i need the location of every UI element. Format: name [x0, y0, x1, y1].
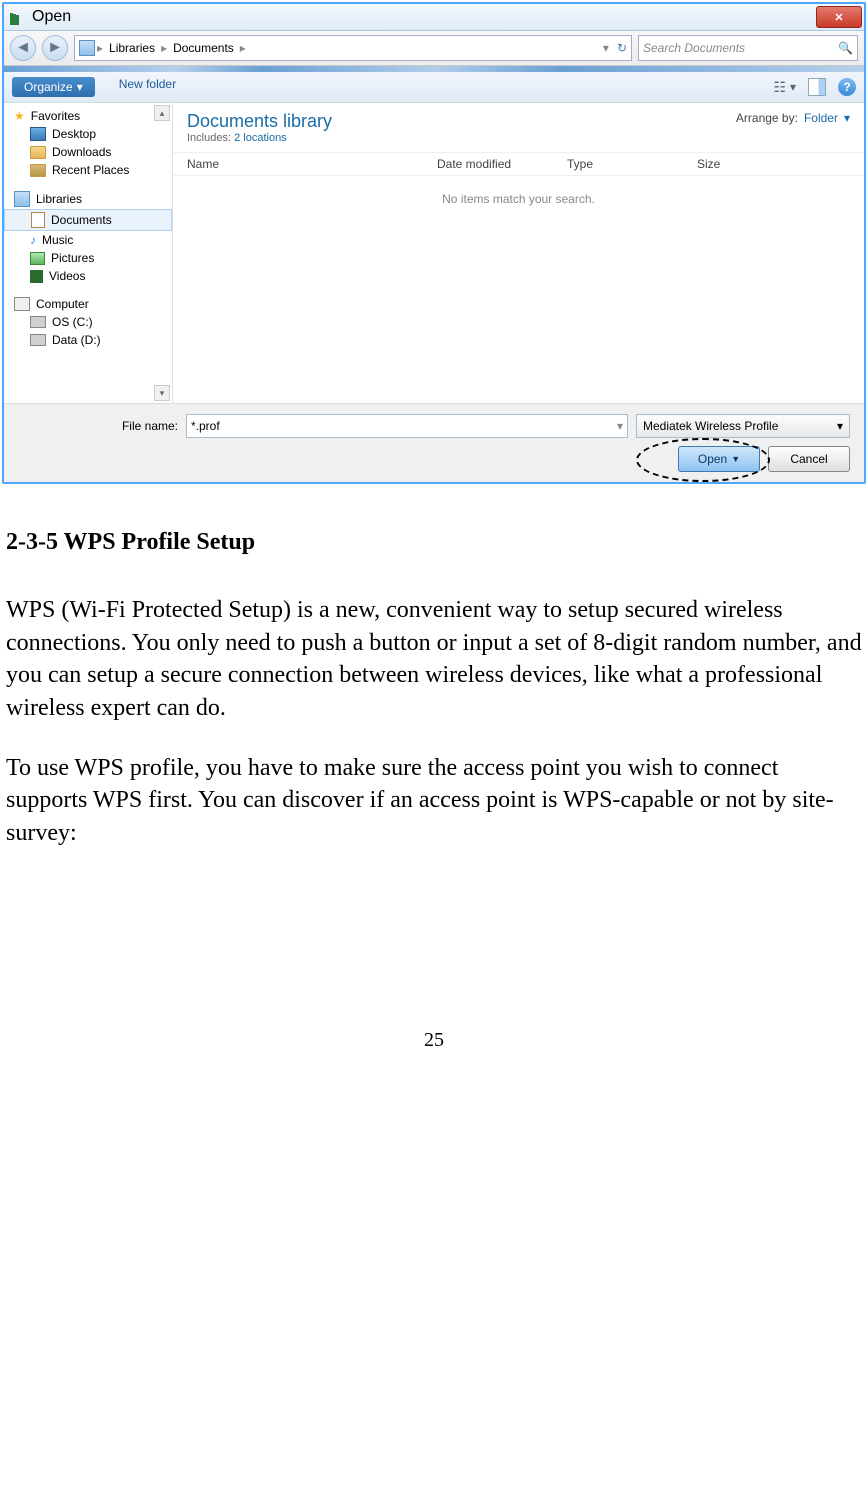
dialog-title: Open: [32, 8, 71, 26]
file-name-label: File name:: [18, 419, 178, 433]
breadcrumb-item[interactable]: Libraries: [105, 39, 159, 57]
help-button[interactable]: ?: [838, 78, 856, 96]
sidebar-item-os-c[interactable]: OS (C:): [4, 313, 172, 331]
organize-button[interactable]: Organize ▾: [12, 77, 95, 97]
paragraph: WPS (Wi-Fi Protected Setup) is a new, co…: [6, 594, 862, 724]
empty-message: No items match your search.: [173, 176, 864, 222]
navbar: ◄ ► ▸ Libraries ▸ Documents ▸ ▾ ↻ Search…: [4, 31, 864, 66]
toolbar: Organize ▾ New folder ☷ ▾ ?: [4, 72, 864, 103]
forward-button[interactable]: ►: [42, 35, 68, 61]
breadcrumb-item[interactable]: Documents: [169, 39, 238, 57]
page-number: 25: [0, 1029, 868, 1052]
paragraph: To use WPS profile, you have to make sur…: [6, 752, 862, 849]
open-button[interactable]: Open ▼: [678, 446, 760, 472]
col-name[interactable]: Name: [187, 157, 437, 171]
section-heading: 2-3-5 WPS Profile Setup: [6, 526, 862, 558]
library-title: Documents library: [187, 111, 332, 132]
refresh-icon[interactable]: ↻: [617, 41, 627, 55]
bottom-panel: File name: *.prof▾ Mediatek Wireless Pro…: [4, 403, 864, 482]
includes-link[interactable]: 2 locations: [234, 132, 287, 144]
col-date[interactable]: Date modified: [437, 157, 567, 171]
sidebar-item-downloads[interactable]: Downloads: [4, 143, 172, 161]
view-button[interactable]: ☷ ▾: [773, 79, 796, 96]
library-includes: Includes: 2 locations: [187, 132, 332, 144]
favorites-header[interactable]: ★Favorites: [4, 107, 172, 125]
app-icon: [10, 9, 26, 25]
breadcrumb[interactable]: ▸ Libraries ▸ Documents ▸ ▾ ↻: [74, 35, 632, 61]
document-body: 2-3-5 WPS Profile Setup WPS (Wi-Fi Prote…: [0, 486, 868, 849]
sidebar-item-videos[interactable]: Videos: [4, 267, 172, 285]
col-type[interactable]: Type: [567, 157, 697, 171]
file-name-input[interactable]: *.prof▾: [186, 414, 628, 438]
col-size[interactable]: Size: [697, 157, 777, 171]
sidebar-item-documents[interactable]: Documents: [4, 209, 172, 231]
arrange-by[interactable]: Arrange by: Folder ▾: [736, 111, 850, 125]
sidebar-item-recent[interactable]: Recent Places: [4, 161, 172, 179]
main-area: Documents library Includes: 2 locations …: [173, 103, 864, 403]
file-type-select[interactable]: Mediatek Wireless Profile▾: [636, 414, 850, 438]
search-input[interactable]: Search Documents 🔍: [638, 35, 858, 61]
open-dialog: Open ✕ ◄ ► ▸ Libraries ▸ Documents ▸ ▾ ↻…: [2, 2, 866, 484]
computer-header[interactable]: Computer: [4, 295, 172, 313]
scroll-down[interactable]: ▾: [154, 385, 170, 401]
sidebar-item-music[interactable]: ♪Music: [4, 231, 172, 249]
column-headers: Name Date modified Type Size: [173, 153, 864, 176]
preview-pane-button[interactable]: [808, 78, 826, 96]
sidebar: ▴ ★Favorites Desktop Downloads Recent Pl…: [4, 103, 173, 403]
sidebar-item-data-d[interactable]: Data (D:): [4, 331, 172, 349]
dropdown-icon[interactable]: ▾: [603, 41, 609, 55]
cancel-button[interactable]: Cancel: [768, 446, 850, 472]
libraries-header[interactable]: Libraries: [4, 189, 172, 209]
back-button[interactable]: ◄: [10, 35, 36, 61]
sidebar-item-pictures[interactable]: Pictures: [4, 249, 172, 267]
titlebar: Open ✕: [4, 4, 864, 31]
scroll-up[interactable]: ▴: [154, 105, 170, 121]
sidebar-item-desktop[interactable]: Desktop: [4, 125, 172, 143]
search-icon: 🔍: [838, 41, 853, 55]
new-folder-button[interactable]: New folder: [119, 77, 176, 97]
library-icon: [79, 40, 95, 56]
close-button[interactable]: ✕: [816, 6, 862, 28]
